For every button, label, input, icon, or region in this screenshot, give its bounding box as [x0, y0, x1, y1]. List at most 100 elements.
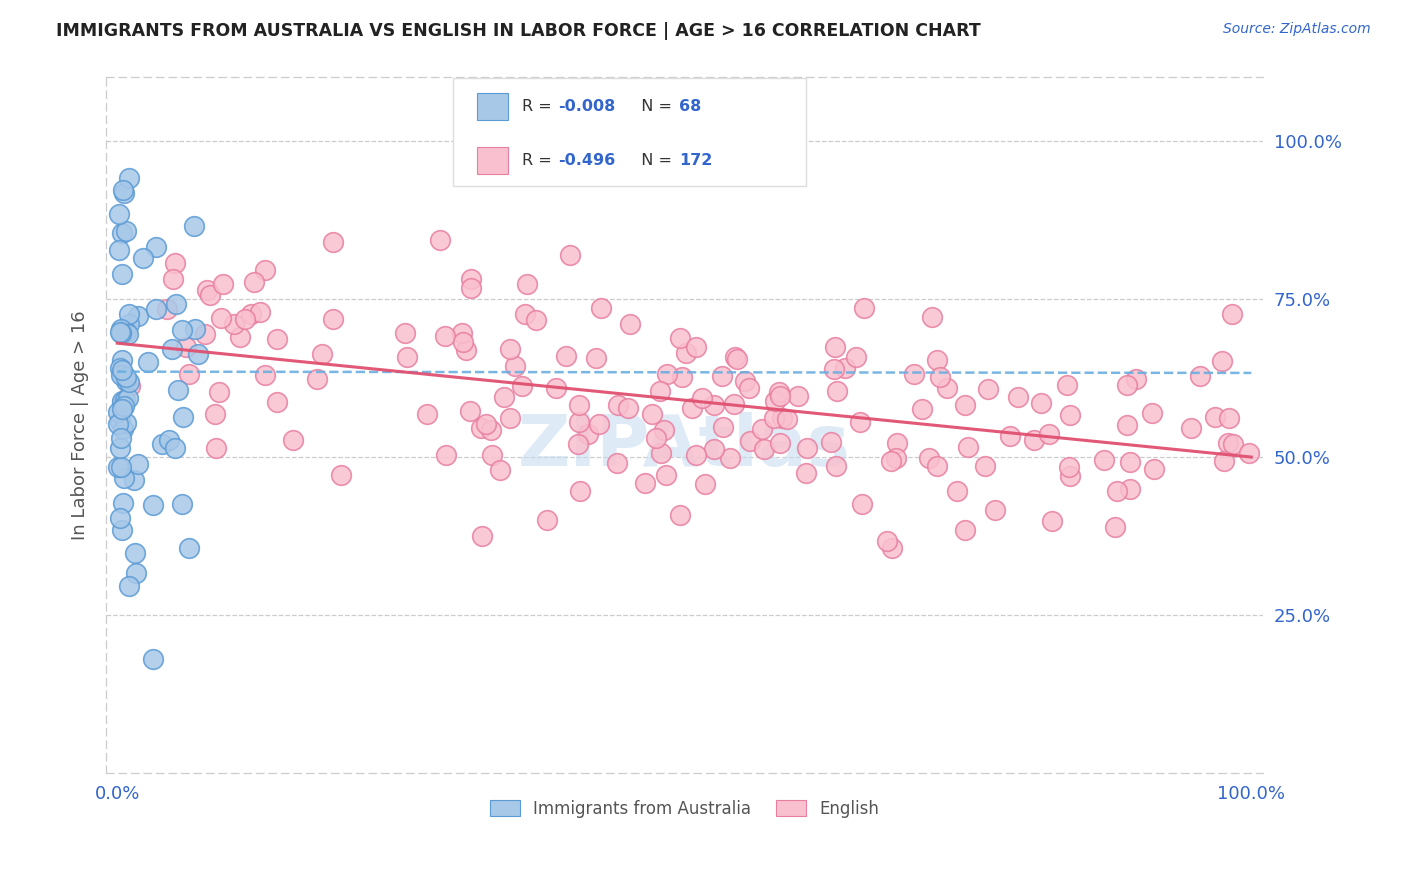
Point: [450, 326, 472, 340]
Point: [498, 410, 520, 425]
Point: [124, 546, 146, 560]
Point: [685, 340, 707, 354]
Point: [568, 415, 591, 429]
Point: [240, 308, 263, 322]
Point: [834, 360, 856, 375]
Point: [576, 427, 599, 442]
Point: [253, 368, 276, 382]
Point: [1218, 436, 1240, 450]
Point: [311, 346, 333, 360]
Point: [224, 317, 246, 331]
Point: [433, 329, 456, 343]
Point: [825, 384, 848, 399]
Point: [973, 458, 995, 473]
Point: [110, 368, 132, 383]
Point: [451, 335, 474, 350]
Point: [475, 417, 498, 431]
Point: [567, 437, 589, 451]
Point: [1059, 408, 1081, 422]
Point: [394, 326, 416, 340]
Point: [710, 368, 733, 383]
Point: [460, 272, 482, 286]
Point: [110, 441, 132, 455]
Point: [115, 325, 138, 339]
Point: [118, 170, 141, 185]
Point: [249, 305, 271, 319]
Point: [112, 399, 135, 413]
Point: [142, 652, 165, 666]
Point: [903, 367, 925, 381]
Point: [769, 435, 792, 450]
Point: [253, 263, 276, 277]
Point: [917, 450, 939, 465]
Point: [723, 397, 745, 411]
Point: [163, 255, 186, 269]
Point: [998, 429, 1021, 443]
Point: [170, 497, 193, 511]
Point: [204, 407, 226, 421]
Point: [266, 395, 288, 409]
Point: [607, 398, 630, 412]
Point: [156, 302, 179, 317]
Point: [132, 251, 155, 265]
Point: [1116, 377, 1139, 392]
Point: [117, 391, 139, 405]
Point: [229, 330, 252, 344]
Point: [1211, 353, 1233, 368]
Point: [693, 477, 716, 491]
Point: [1125, 372, 1147, 386]
Point: [776, 412, 799, 426]
Point: [471, 529, 494, 543]
Point: [1140, 406, 1163, 420]
Point: [589, 301, 612, 316]
Point: [172, 410, 194, 425]
Point: [281, 433, 304, 447]
Point: [690, 391, 713, 405]
Point: [524, 312, 547, 326]
Point: [115, 224, 138, 238]
Point: [1040, 514, 1063, 528]
Point: [685, 449, 707, 463]
Point: [1056, 378, 1078, 392]
Point: [1188, 369, 1211, 384]
Text: R =: R =: [522, 99, 557, 113]
Text: ZIPAtlas: ZIPAtlas: [517, 412, 851, 481]
Point: [675, 345, 697, 359]
Point: [108, 207, 131, 221]
Point: [415, 407, 437, 421]
Point: [929, 369, 952, 384]
Point: [880, 454, 903, 468]
Point: [179, 541, 201, 556]
Point: [111, 267, 134, 281]
Point: [124, 473, 146, 487]
Point: [458, 403, 481, 417]
Point: [145, 239, 167, 253]
Point: [322, 312, 344, 326]
Point: [115, 374, 138, 388]
Point: [107, 417, 129, 431]
Point: [681, 401, 703, 415]
Point: [150, 437, 173, 451]
Point: [162, 272, 184, 286]
Point: [503, 359, 526, 373]
Point: [460, 281, 482, 295]
Point: [198, 288, 221, 302]
Point: [434, 448, 457, 462]
Point: [111, 226, 134, 240]
Point: [876, 533, 898, 548]
Point: [1115, 417, 1137, 432]
Point: [516, 277, 538, 292]
Point: [108, 511, 131, 525]
Point: [108, 414, 131, 428]
Point: [108, 325, 131, 339]
Point: [1213, 453, 1236, 467]
Point: [172, 323, 194, 337]
Point: [568, 398, 591, 412]
Point: [1029, 396, 1052, 410]
Point: [429, 233, 451, 247]
Point: [650, 446, 672, 460]
Point: [107, 405, 129, 419]
Point: [330, 468, 353, 483]
Point: [142, 499, 165, 513]
Point: [641, 408, 664, 422]
